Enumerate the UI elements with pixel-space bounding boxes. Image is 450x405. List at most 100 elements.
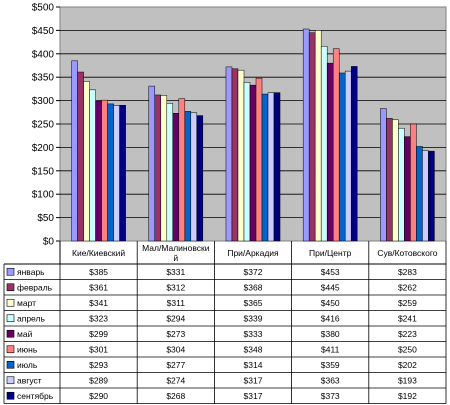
- legend-key: [6, 267, 15, 276]
- y-tick-label: $450: [32, 26, 55, 37]
- bar: [320, 46, 328, 242]
- data-label: $223: [398, 329, 417, 339]
- data-label: $314: [244, 360, 263, 370]
- bar: [338, 72, 346, 242]
- bar: [255, 77, 263, 242]
- series-name: сентябрь: [17, 391, 54, 401]
- bar: [184, 111, 192, 242]
- data-label: $385: [89, 267, 108, 277]
- data-label: $311: [167, 298, 186, 308]
- bar: [326, 62, 334, 242]
- data-label: $299: [89, 329, 108, 339]
- bar: [178, 98, 186, 242]
- bar: [404, 136, 411, 242]
- legend-key: [6, 376, 15, 385]
- bar: [344, 70, 352, 242]
- bar: [416, 146, 423, 242]
- data-label: $289: [89, 375, 108, 385]
- legend-key: [6, 391, 15, 400]
- bar: [160, 95, 168, 242]
- y-tick-label: $0: [43, 237, 55, 248]
- data-label: $317: [244, 375, 263, 385]
- data-label: $331: [166, 267, 185, 277]
- data-label: $277: [166, 360, 185, 370]
- data-label: $317: [244, 391, 263, 401]
- data-label: $293: [89, 360, 108, 370]
- data-label: $380: [321, 329, 340, 339]
- bar: [225, 66, 233, 242]
- bar: [398, 127, 405, 242]
- y-tick-label: $50: [37, 213, 54, 224]
- bar: [386, 118, 393, 242]
- legend-key: [6, 314, 15, 323]
- data-label: $450: [321, 298, 340, 308]
- data-label: $339: [244, 313, 263, 323]
- series-name: февраль: [17, 282, 53, 292]
- data-label: $368: [244, 282, 263, 292]
- bar: [308, 32, 316, 242]
- bar: [83, 81, 90, 242]
- data-label: $312: [166, 282, 185, 292]
- bar: [237, 69, 245, 242]
- data-label: $333: [244, 329, 263, 339]
- legend-key: [6, 360, 15, 369]
- data-label: $445: [321, 282, 340, 292]
- legend-key: [6, 345, 15, 354]
- data-label: $365: [244, 298, 263, 308]
- category-label: При/Центр: [309, 248, 352, 258]
- bar: [267, 92, 275, 242]
- category-label: Мал/Малиновски: [142, 243, 210, 253]
- series-name: апрель: [17, 313, 45, 323]
- bar: [428, 150, 435, 242]
- data-label: $416: [321, 313, 340, 323]
- legend-key: [6, 283, 15, 292]
- bar: [148, 85, 156, 242]
- data-label: $250: [398, 344, 417, 354]
- bar: [314, 30, 322, 242]
- y-tick-label: $300: [32, 96, 55, 107]
- y-tick-label: $100: [32, 190, 55, 201]
- y-tick-label: $250: [32, 120, 55, 131]
- series-name: январь: [17, 267, 45, 277]
- data-label: $294: [166, 313, 185, 323]
- bar: [302, 28, 310, 242]
- bar: [243, 82, 251, 242]
- data-label: $301: [89, 344, 108, 354]
- bar: [95, 100, 102, 242]
- data-label: $373: [321, 391, 340, 401]
- data-label: $274: [166, 375, 185, 385]
- data-label: $341: [89, 298, 108, 308]
- bar: [113, 105, 120, 242]
- data-label: $304: [166, 344, 185, 354]
- series-name: июль: [17, 360, 38, 370]
- bar: [410, 123, 417, 242]
- bar: [101, 99, 108, 242]
- data-label: $361: [89, 282, 108, 292]
- y-tick-label: $350: [32, 73, 55, 84]
- data-label: $262: [398, 282, 417, 292]
- data-label: $192: [398, 391, 417, 401]
- data-label: $363: [321, 375, 340, 385]
- data-label: $283: [398, 267, 417, 277]
- data-label: $241: [398, 313, 417, 323]
- bar: [422, 150, 429, 242]
- data-label: $259: [398, 298, 417, 308]
- category-label: й: [173, 253, 178, 263]
- bar: [77, 71, 84, 242]
- bar: [249, 84, 257, 242]
- bar: [350, 66, 358, 242]
- bar: [107, 103, 114, 242]
- bar: [196, 115, 204, 242]
- y-tick-label: $500: [32, 3, 55, 14]
- series-name: июнь: [17, 344, 38, 354]
- bar: [154, 94, 162, 242]
- data-label: $411: [321, 344, 340, 354]
- data-label: $290: [89, 391, 108, 401]
- data-label: $268: [166, 391, 185, 401]
- data-label: $348: [244, 344, 263, 354]
- bar: [392, 119, 399, 242]
- bar: [172, 112, 180, 242]
- bar: [166, 103, 174, 242]
